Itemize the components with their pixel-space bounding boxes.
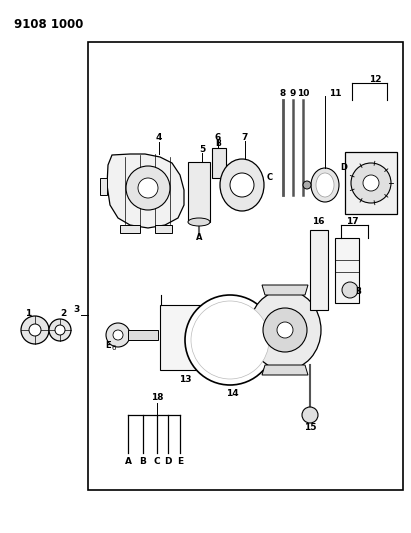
Circle shape — [29, 324, 41, 336]
Bar — [212, 148, 226, 178]
Circle shape — [302, 407, 318, 423]
Text: D: D — [340, 164, 347, 173]
Polygon shape — [107, 154, 184, 228]
Text: 5: 5 — [199, 146, 205, 155]
Bar — [345, 152, 397, 214]
Text: C: C — [154, 456, 160, 465]
Polygon shape — [100, 178, 107, 195]
Circle shape — [185, 295, 275, 385]
Text: 2: 2 — [60, 309, 66, 318]
Circle shape — [191, 301, 269, 379]
Text: 8: 8 — [280, 88, 286, 98]
Circle shape — [49, 319, 71, 341]
Bar — [128, 330, 158, 340]
Text: 4: 4 — [156, 133, 162, 142]
Bar — [310, 230, 328, 310]
Text: B: B — [140, 456, 146, 465]
Text: 12: 12 — [369, 76, 381, 85]
Circle shape — [277, 322, 293, 338]
Ellipse shape — [220, 159, 264, 211]
Circle shape — [55, 325, 65, 335]
Circle shape — [363, 175, 379, 191]
Ellipse shape — [188, 218, 210, 226]
Circle shape — [263, 308, 307, 352]
Text: 9108 1000: 9108 1000 — [14, 18, 83, 31]
Bar — [188, 162, 210, 222]
Circle shape — [230, 173, 254, 197]
Circle shape — [138, 178, 158, 198]
Circle shape — [342, 282, 358, 298]
Text: 18: 18 — [151, 393, 163, 402]
Circle shape — [303, 181, 311, 189]
Ellipse shape — [311, 168, 339, 202]
Circle shape — [106, 323, 130, 347]
Text: 14: 14 — [226, 389, 238, 398]
Ellipse shape — [249, 290, 321, 370]
Circle shape — [113, 330, 123, 340]
Polygon shape — [262, 365, 308, 375]
Text: 1: 1 — [25, 309, 31, 318]
Polygon shape — [155, 225, 172, 233]
Text: B: B — [215, 139, 221, 148]
Text: 9: 9 — [290, 88, 296, 98]
Text: E: E — [105, 341, 111, 350]
Text: 6: 6 — [215, 133, 221, 141]
Text: 13: 13 — [179, 376, 191, 384]
Text: 7: 7 — [242, 133, 248, 142]
Text: A: A — [196, 233, 202, 243]
Text: C: C — [267, 174, 273, 182]
Text: B: B — [355, 287, 361, 296]
Circle shape — [126, 166, 170, 210]
Text: 15: 15 — [304, 424, 316, 432]
Bar — [88, 42, 403, 490]
Text: 6: 6 — [112, 345, 116, 351]
Circle shape — [351, 163, 391, 203]
Polygon shape — [120, 225, 140, 233]
Ellipse shape — [316, 173, 334, 197]
Text: E: E — [177, 456, 183, 465]
Bar — [160, 305, 215, 370]
Bar — [335, 238, 359, 303]
Circle shape — [21, 316, 49, 344]
Text: 11: 11 — [329, 88, 341, 98]
Text: A: A — [125, 456, 132, 465]
Text: 10: 10 — [297, 88, 309, 98]
Text: 17: 17 — [346, 217, 358, 227]
Polygon shape — [262, 285, 308, 295]
Text: D: D — [164, 456, 172, 465]
Text: 3: 3 — [73, 305, 79, 314]
Text: 16: 16 — [312, 217, 324, 227]
